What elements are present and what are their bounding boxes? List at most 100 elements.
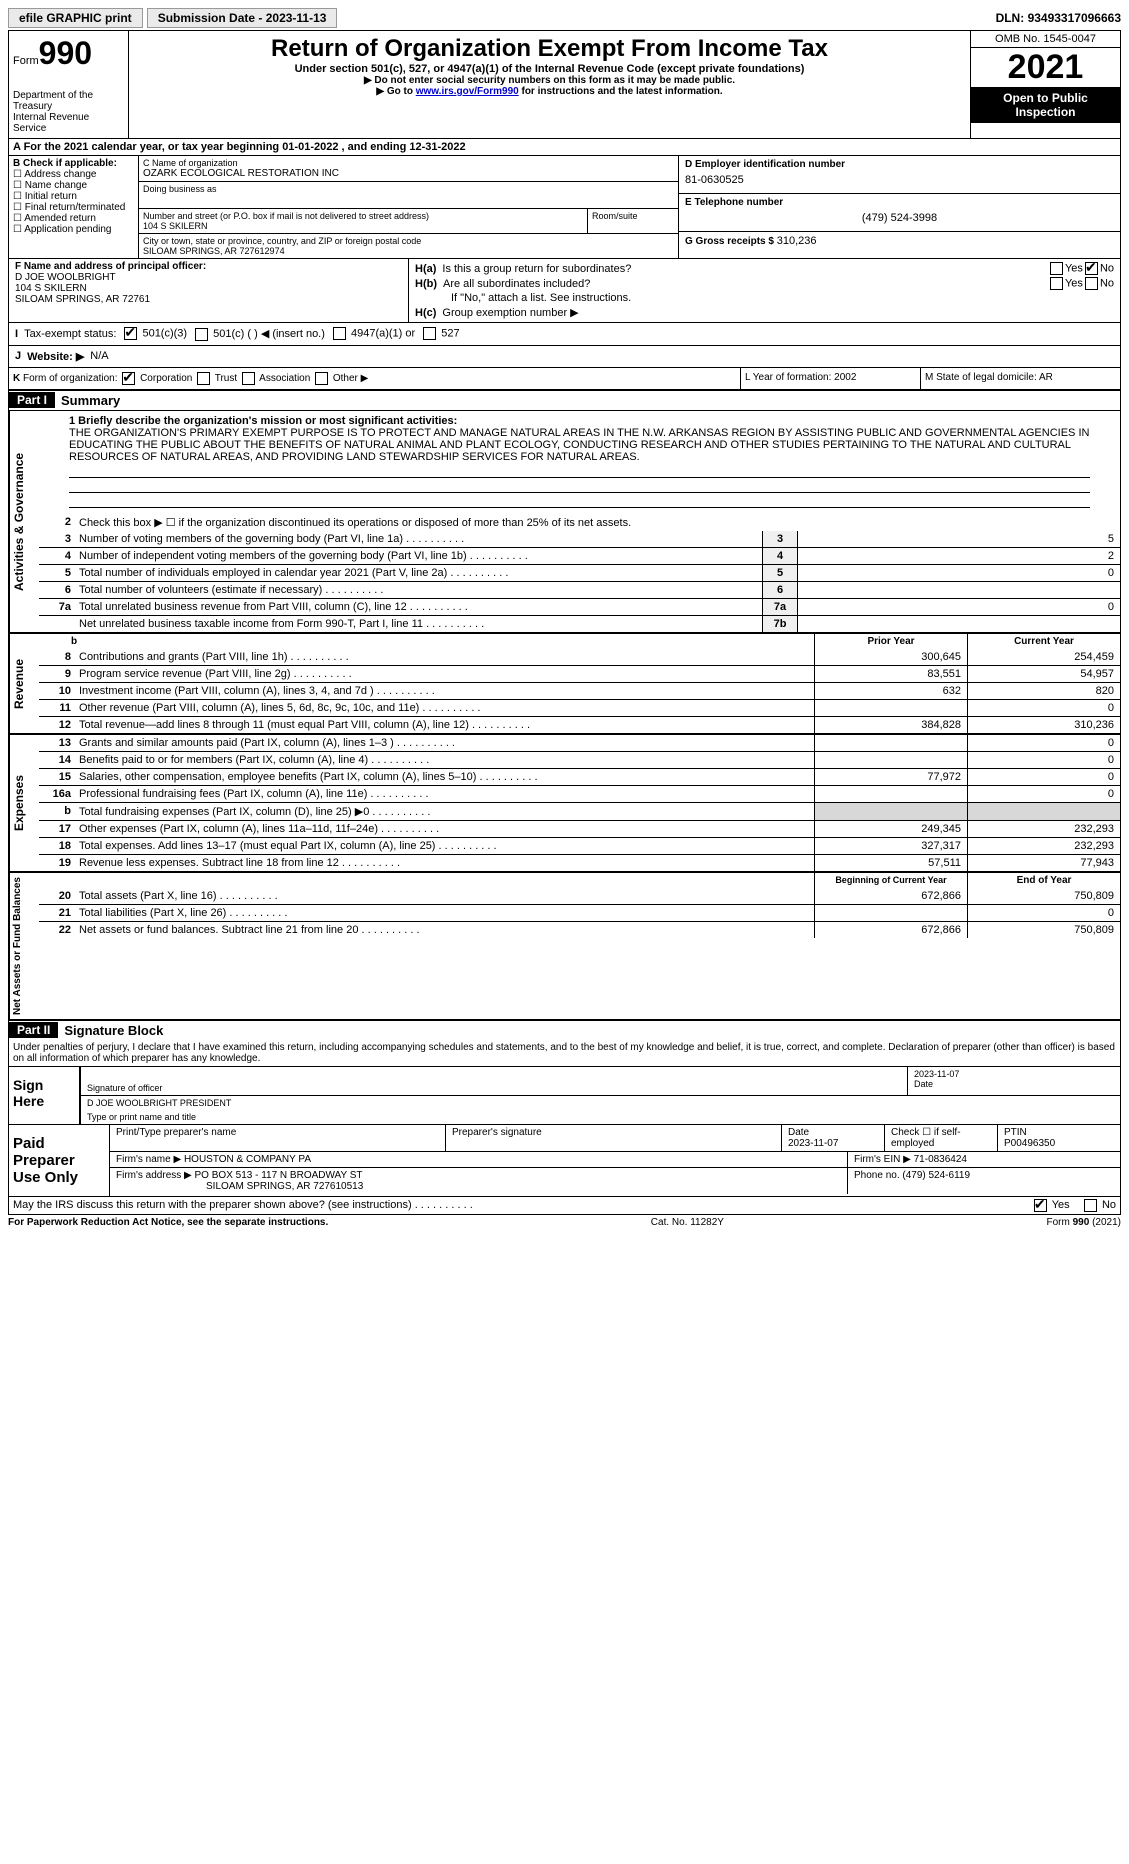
form-title: Return of Organization Exempt From Incom… [133, 35, 966, 63]
signature-date: 2023-11-07Date [907, 1067, 1120, 1095]
perjury-declaration: Under penalties of perjury, I declare th… [9, 1040, 1120, 1066]
ha-yes[interactable]: Yes [1048, 262, 1083, 275]
officer-group-section: F Name and address of principal officer:… [9, 258, 1120, 322]
cb-application-pending[interactable]: ☐ Application pending [13, 224, 134, 235]
part2-header: Part II Signature Block [9, 1019, 1120, 1040]
preparer-sig-hdr: Preparer's signature [445, 1125, 781, 1151]
mission-block: 1 Briefly describe the organization's mi… [39, 411, 1120, 514]
gov-line-6: 6Total number of volunteers (estimate if… [39, 581, 1120, 598]
open-inspection: Open to Public Inspection [971, 87, 1120, 123]
paid-preparer-label: Paid Preparer Use Only [9, 1125, 109, 1196]
ha-no[interactable]: No [1083, 262, 1114, 275]
c-column: C Name of organization OZARK ECOLOGICAL … [139, 156, 679, 258]
discuss-yes[interactable]: Yes [1032, 1199, 1070, 1211]
cb-501c3[interactable]: 501(c)(3) [122, 327, 187, 340]
header-left: Form990 Department of the Treasury Inter… [9, 31, 129, 138]
hc-question: Group exemption number ▶ [442, 306, 1114, 319]
officer-signature-line[interactable]: Signature of officer [81, 1067, 907, 1095]
hb-yes[interactable]: Yes [1048, 277, 1083, 290]
page-footer: For Paperwork Reduction Act Notice, see … [8, 1215, 1121, 1230]
header-center: Return of Organization Exempt From Incom… [129, 31, 970, 138]
vlabel-gov: Activities & Governance [9, 411, 39, 632]
ein-box: D Employer identification number 81-0630… [679, 156, 1120, 194]
vlabel-revenue: Revenue [9, 634, 39, 733]
website-value: N/A [90, 350, 108, 362]
vlabel-net: Net Assets or Fund Balances [9, 873, 39, 1019]
form-label: Form [13, 55, 39, 67]
city-state-zip: SILOAM SPRINGS, AR 727612974 [143, 246, 674, 256]
cb-assoc[interactable]: Association [240, 373, 310, 384]
part1-badge: Part I [9, 392, 55, 408]
sign-here-label: Sign Here [9, 1067, 79, 1124]
officer-name: D JOE WOOLBRIGHT [15, 272, 402, 283]
row-a-period: A For the 2021 calendar year, or tax yea… [9, 139, 1120, 156]
net-line-21: 21Total liabilities (Part X, line 26)0 [39, 904, 1120, 921]
efile-print-button[interactable]: efile GRAPHIC print [8, 8, 143, 28]
cb-address-change[interactable]: ☐ Address change [13, 169, 134, 180]
omb-number: OMB No. 1545-0047 [971, 31, 1120, 48]
b-header: B Check if applicable: [13, 158, 134, 169]
part1-header: Part I Summary [9, 389, 1120, 410]
irs-link[interactable]: www.irs.gov/Form990 [416, 86, 519, 97]
discuss-no[interactable]: No [1082, 1199, 1116, 1211]
firm-name: Firm's name ▶ HOUSTON & COMPANY PA [110, 1152, 847, 1167]
firm-address: Firm's address ▶ PO BOX 513 - 117 N BROA… [110, 1168, 847, 1194]
part1-title: Summary [55, 391, 126, 410]
revenue-section: Revenue b Prior Year Current Year 8Contr… [9, 632, 1120, 733]
mission-text: THE ORGANIZATION'S PRIMARY EXEMPT PURPOS… [69, 427, 1090, 463]
discuss-row: May the IRS discuss this return with the… [9, 1196, 1120, 1214]
exp-line-13: 13Grants and similar amounts paid (Part … [39, 735, 1120, 751]
part2-badge: Part II [9, 1022, 58, 1038]
exp-line-b: bTotal fundraising expenses (Part IX, co… [39, 802, 1120, 820]
exp-line-14: 14Benefits paid to or for members (Part … [39, 751, 1120, 768]
hb-no[interactable]: No [1083, 277, 1114, 290]
paperwork-notice: For Paperwork Reduction Act Notice, see … [8, 1217, 328, 1228]
dln: DLN: 93493317096663 [996, 11, 1121, 25]
vlabel-expenses: Expenses [9, 735, 39, 871]
cb-initial-return[interactable]: ☐ Initial return [13, 191, 134, 202]
gov-line-4: 4Number of independent voting members of… [39, 547, 1120, 564]
rev-line-11: 11Other revenue (Part VIII, column (A), … [39, 699, 1120, 716]
preparer-date: Date2023-11-07 [781, 1125, 884, 1151]
header-right: OMB No. 1545-0047 2021 Open to Public In… [970, 31, 1120, 138]
k-box: K Form of organization: Corporation Trus… [9, 367, 740, 389]
irs-label: Internal Revenue Service [13, 112, 124, 134]
gov-line-7a: 7aTotal unrelated business revenue from … [39, 598, 1120, 615]
cb-501c[interactable]: 501(c) ( ) ◀ (insert no.) [193, 327, 325, 341]
net-header-row: Beginning of Current Year End of Year [39, 873, 1120, 888]
right-column: D Employer identification number 81-0630… [679, 156, 1120, 258]
preparer-name-hdr: Print/Type preparer's name [110, 1125, 445, 1151]
exp-line-19: 19Revenue less expenses. Subtract line 1… [39, 854, 1120, 871]
cb-527[interactable]: 527 [421, 327, 459, 340]
tax-exempt-row: I Tax-exempt status: 501(c)(3) 501(c) ( … [9, 322, 1120, 345]
cb-amended-return[interactable]: ☐ Amended return [13, 213, 134, 224]
gross-receipts-value: 310,236 [777, 235, 817, 247]
expenses-section: Expenses 13Grants and similar amounts pa… [9, 733, 1120, 871]
ein-value: 81-0630525 [685, 170, 1114, 190]
officer-city: SILOAM SPRINGS, AR 72761 [15, 294, 402, 305]
cb-name-change[interactable]: ☐ Name change [13, 180, 134, 191]
goto-note: ▶ Go to www.irs.gov/Form990 for instruct… [133, 86, 966, 97]
submission-date-box: Submission Date - 2023-11-13 [147, 8, 338, 28]
officer-street: 104 S SKILERN [15, 283, 402, 294]
firm-ein: Firm's EIN ▶ 71-0836424 [847, 1152, 1120, 1167]
b-checkboxes: B Check if applicable: ☐ Address change … [9, 156, 139, 258]
exp-line-16a: 16aProfessional fundraising fees (Part I… [39, 785, 1120, 802]
room-suite-box: Room/suite [588, 209, 678, 234]
cb-final-return[interactable]: ☐ Final return/terminated [13, 202, 134, 213]
street-address: 104 S SKILERN [143, 221, 583, 231]
cb-other[interactable]: Other ▶ [313, 373, 368, 384]
principal-officer-box: F Name and address of principal officer:… [9, 259, 409, 322]
sign-here-block: Sign Here Signature of officer 2023-11-0… [9, 1066, 1120, 1124]
rev-line-12: 12Total revenue—add lines 8 through 11 (… [39, 716, 1120, 733]
phone-value: (479) 524-3998 [685, 208, 1114, 228]
cb-trust[interactable]: Trust [195, 373, 237, 384]
cb-4947[interactable]: 4947(a)(1) or [331, 327, 415, 340]
discuss-question: May the IRS discuss this return with the… [13, 1199, 473, 1212]
ssn-note: ▶ Do not enter social security numbers o… [133, 75, 966, 86]
self-employed-check[interactable]: Check ☐ if self-employed [884, 1125, 997, 1151]
klm-row: K Form of organization: Corporation Trus… [9, 367, 1120, 389]
top-bar: efile GRAPHIC print Submission Date - 20… [8, 8, 1121, 28]
cb-corp[interactable]: Corporation [120, 373, 192, 384]
rev-line-10: 10Investment income (Part VIII, column (… [39, 682, 1120, 699]
